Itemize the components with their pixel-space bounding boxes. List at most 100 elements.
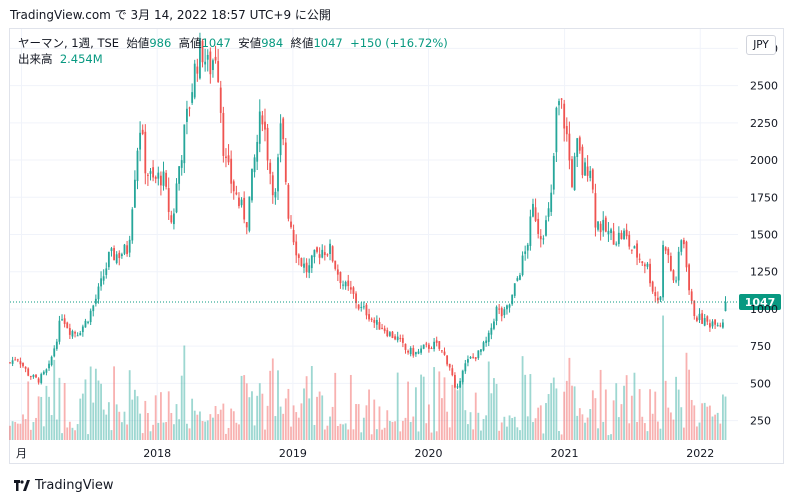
candle-body	[274, 191, 277, 198]
candle-body	[495, 306, 498, 321]
candle-body	[591, 169, 594, 190]
volume-bar	[201, 421, 204, 440]
candle-body	[162, 171, 165, 186]
volume-bar	[516, 427, 519, 440]
candle-body	[102, 276, 105, 281]
candle-body	[360, 306, 363, 308]
candle-body	[412, 348, 415, 356]
candle-body	[513, 283, 516, 296]
volume-bar	[370, 434, 373, 440]
candle-body	[323, 252, 326, 256]
candle-body	[433, 341, 436, 350]
volume-bar	[422, 376, 425, 440]
volume-bar	[27, 381, 30, 440]
time-tick-label: 2021	[551, 447, 579, 460]
candle-body	[87, 321, 89, 323]
candle-body	[511, 294, 514, 305]
candle-body	[76, 335, 79, 337]
volume-bar	[641, 416, 644, 440]
last-price-line: 1047	[10, 293, 781, 310]
price-tick-label: 1000	[750, 303, 778, 316]
volume-bar	[74, 430, 76, 440]
volume-bar	[552, 377, 555, 440]
candle-body	[100, 278, 102, 287]
low-value: 984	[261, 36, 284, 50]
candle-body	[63, 318, 66, 324]
volume-bar	[29, 429, 32, 440]
volume-bar	[165, 422, 168, 440]
candle-body	[66, 322, 69, 329]
candle-body	[487, 332, 490, 342]
volume-bar	[529, 374, 532, 440]
time-tick-label: 2019	[279, 447, 307, 460]
candle-body	[677, 251, 680, 281]
candle-body	[159, 175, 162, 186]
candle-body	[48, 363, 50, 369]
volume-bar	[630, 395, 633, 440]
volume-bar	[55, 419, 58, 440]
candle-body	[308, 265, 311, 273]
volume-bar	[461, 369, 464, 440]
candle-body	[40, 374, 43, 383]
candle-body	[675, 280, 677, 282]
volume-bar	[474, 392, 477, 440]
volume-bar	[100, 383, 102, 440]
candle-body	[92, 305, 95, 312]
volume-bar	[602, 421, 605, 440]
candle-body	[264, 121, 266, 130]
candle-body	[235, 192, 238, 195]
candle-body	[456, 386, 459, 388]
candle-body	[141, 129, 144, 134]
volume-bar	[357, 404, 360, 440]
candle-body	[165, 172, 168, 187]
candle-body	[105, 268, 108, 275]
candle-body	[113, 248, 115, 261]
volume-bar	[113, 366, 115, 440]
chart-frame	[9, 28, 784, 464]
volume-bar	[196, 414, 199, 440]
volume-bar	[248, 397, 251, 440]
volume-bar	[152, 424, 155, 440]
close-value: 1047	[313, 36, 343, 50]
candle-body	[199, 38, 201, 79]
volume-bar	[677, 389, 680, 440]
currency-button[interactable]: JPY	[746, 35, 776, 55]
volume-bar	[498, 430, 501, 440]
volume-bar	[292, 405, 295, 440]
volume-bar	[649, 389, 651, 440]
candle-body	[154, 176, 157, 179]
candle-body	[404, 343, 407, 350]
candle-body	[248, 196, 251, 231]
candle-body	[318, 254, 321, 258]
publish-header: TradingView.com で 3月 14, 2022 18:57 UTC+…	[10, 6, 331, 23]
volume-bar	[401, 420, 404, 440]
candle-body	[701, 313, 704, 324]
candle-body	[724, 301, 727, 312]
low-label: 安値	[238, 36, 262, 50]
volume-bar	[61, 433, 63, 440]
volume-bar	[685, 352, 688, 440]
candle-body	[186, 108, 188, 122]
candle-body	[467, 359, 469, 363]
volume-bar	[342, 424, 344, 440]
volume-bar	[300, 403, 303, 440]
volume-bar	[425, 423, 428, 440]
candle-body	[589, 170, 592, 178]
volume-bar	[212, 417, 214, 440]
volume-bar	[693, 405, 696, 440]
candle-body	[126, 245, 128, 255]
candle-body	[178, 166, 181, 184]
volume-bar	[238, 424, 240, 440]
candle-body	[118, 252, 121, 259]
candle-body	[355, 293, 357, 304]
volume-bar	[256, 395, 259, 440]
open-label: 始値	[126, 36, 150, 50]
volume-bar	[334, 372, 337, 440]
candle-body	[407, 350, 409, 353]
volume-bar	[251, 391, 253, 440]
volume-bar	[243, 375, 246, 440]
candle-body	[217, 61, 220, 82]
candle-body	[305, 262, 308, 273]
candle-body	[532, 203, 534, 217]
